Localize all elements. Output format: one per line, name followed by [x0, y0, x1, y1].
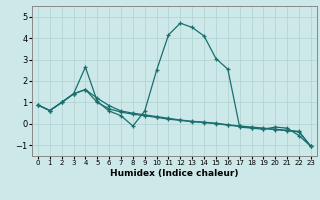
X-axis label: Humidex (Indice chaleur): Humidex (Indice chaleur) — [110, 169, 239, 178]
